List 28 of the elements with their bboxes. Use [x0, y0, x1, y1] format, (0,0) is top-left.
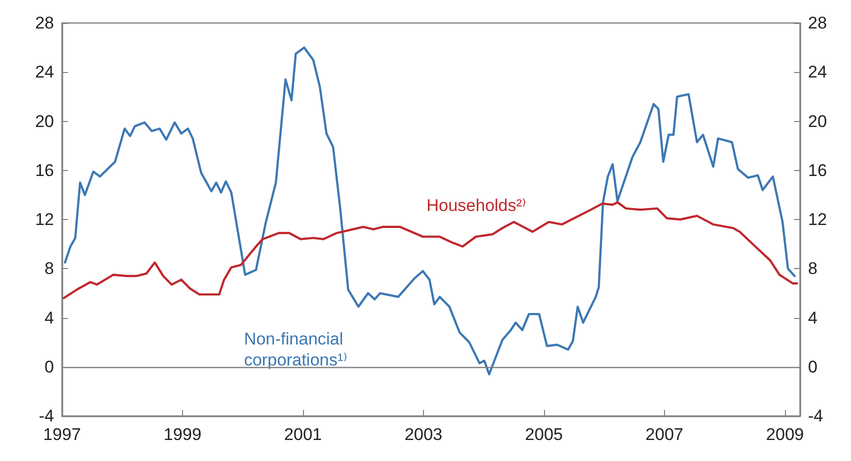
x-tick-label: 2009 [766, 425, 804, 444]
y-tick-label: 24 [35, 62, 54, 82]
y-tick-label: 12 [35, 210, 54, 229]
x-tick-label: 2005 [525, 425, 563, 444]
series-label: Households²⁾ [426, 196, 526, 215]
y-tick-label: -4 [38, 406, 54, 426]
x-tick-label: 2007 [646, 425, 684, 444]
y2-tick-label: 28 [808, 14, 827, 32]
y-tick-label: 8 [44, 259, 54, 278]
y2-tick-label: 20 [808, 112, 827, 131]
y-tick-label: 4 [44, 308, 54, 328]
y2-tick-label: -4 [808, 406, 824, 426]
x-tick-label: 1999 [164, 425, 202, 444]
y-tick-label: 20 [35, 112, 54, 131]
y2-tick-label: 8 [808, 259, 818, 278]
y2-tick-label: 0 [808, 357, 818, 376]
y-tick-label: 0 [44, 357, 54, 376]
line-series [64, 46, 796, 376]
y-tick-label: 16 [35, 160, 54, 180]
y2-tick-label: 4 [808, 308, 818, 328]
y2-tick-label: 24 [808, 62, 827, 82]
x-tick-label: 1997 [43, 425, 81, 444]
y-tick-label: 28 [35, 14, 54, 32]
x-tick-label: 2003 [404, 425, 442, 444]
x-tick-label: 2001 [284, 425, 322, 444]
y2-tick-label: 12 [808, 210, 827, 229]
series-label: Non-financial corporations¹⁾ [244, 330, 348, 370]
y2-tick-label: 16 [808, 160, 827, 180]
